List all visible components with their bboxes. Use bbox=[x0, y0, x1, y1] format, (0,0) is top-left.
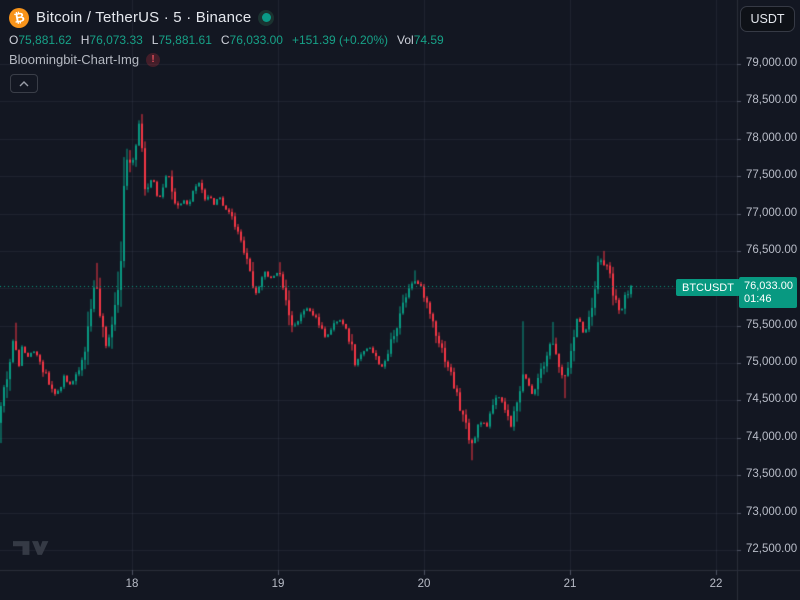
ohlc-open: O75,881.62 bbox=[9, 32, 72, 47]
price-tick-label: 74,500.00 bbox=[746, 393, 798, 406]
volume: Vol74.59 bbox=[397, 32, 444, 47]
price-tick-label: 75,500.00 bbox=[746, 318, 798, 331]
market-status-dot bbox=[261, 13, 271, 22]
ohlc-high: H76,073.33 bbox=[80, 32, 143, 47]
legend-collapse-button[interactable] bbox=[10, 74, 38, 93]
price-tick-label: 75,000.00 bbox=[746, 356, 798, 369]
time-tick-label: 18 bbox=[125, 578, 139, 590]
symbol-price-line-badge[interactable]: BTCUSDT bbox=[676, 279, 740, 296]
tradingview-logo-icon[interactable] bbox=[13, 538, 51, 563]
time-tick-label: 20 bbox=[417, 578, 431, 590]
price-tick-label: 78,500.00 bbox=[746, 94, 798, 107]
time-tick-label: 22 bbox=[709, 578, 723, 590]
price-tick-label: 79,000.00 bbox=[746, 57, 798, 69]
ohlc-low: L75,881.61 bbox=[151, 32, 212, 47]
price-change: +151.39 (+0.20%) bbox=[291, 32, 389, 47]
bitcoin-icon: ₿ bbox=[9, 7, 29, 28]
price-tick-label: 77,500.00 bbox=[746, 169, 798, 182]
price-tick-label: 74,000.00 bbox=[746, 430, 798, 443]
study-legend-row: Bloomingbit-Chart-Img ! bbox=[9, 52, 444, 67]
ohlc-row: O75,881.62 H76,073.33 L75,881.61 C76,033… bbox=[9, 32, 444, 47]
chevron-up-icon bbox=[19, 80, 29, 86]
time-tick-label: 21 bbox=[563, 578, 577, 590]
symbol-title-row[interactable]: ₿ Bitcoin / TetherUS · 5 · Binance bbox=[9, 7, 444, 28]
price-tick-label: 78,000.00 bbox=[746, 131, 798, 144]
price-tick-label: 77,000.00 bbox=[746, 206, 798, 219]
last-price-badge[interactable]: 76,033.00 01:46 bbox=[739, 277, 797, 308]
price-tick-label: 72,500.00 bbox=[746, 543, 798, 555]
symbol-title[interactable]: Bitcoin / TetherUS · 5 · Binance bbox=[36, 9, 252, 26]
study-legend-title: Bloomingbit-Chart-Img bbox=[9, 52, 140, 67]
chart-legend: ₿ Bitcoin / TetherUS · 5 · Binance O75,8… bbox=[9, 7, 444, 93]
price-tick-label: 76,500.00 bbox=[746, 243, 798, 256]
currency-unit-button[interactable]: USDT bbox=[740, 6, 795, 32]
time-scale[interactable]: 18 19 20 21 22 bbox=[0, 571, 737, 600]
ohlc-close: C76,033.00 bbox=[220, 32, 283, 47]
error-alert-icon[interactable]: ! bbox=[146, 52, 161, 67]
price-tick-label: 73,000.00 bbox=[746, 505, 798, 518]
bar-countdown: 01:46 bbox=[744, 292, 772, 305]
price-tick-label: 73,500.00 bbox=[746, 468, 798, 481]
time-tick-label: 19 bbox=[271, 578, 285, 590]
market-status-icon[interactable] bbox=[258, 9, 275, 26]
price-scale[interactable]: USDT 79,000.00 78,500.00 78,000.00 77,500.0… bbox=[738, 0, 800, 570]
last-price-value: 76,033.00 bbox=[744, 279, 793, 292]
